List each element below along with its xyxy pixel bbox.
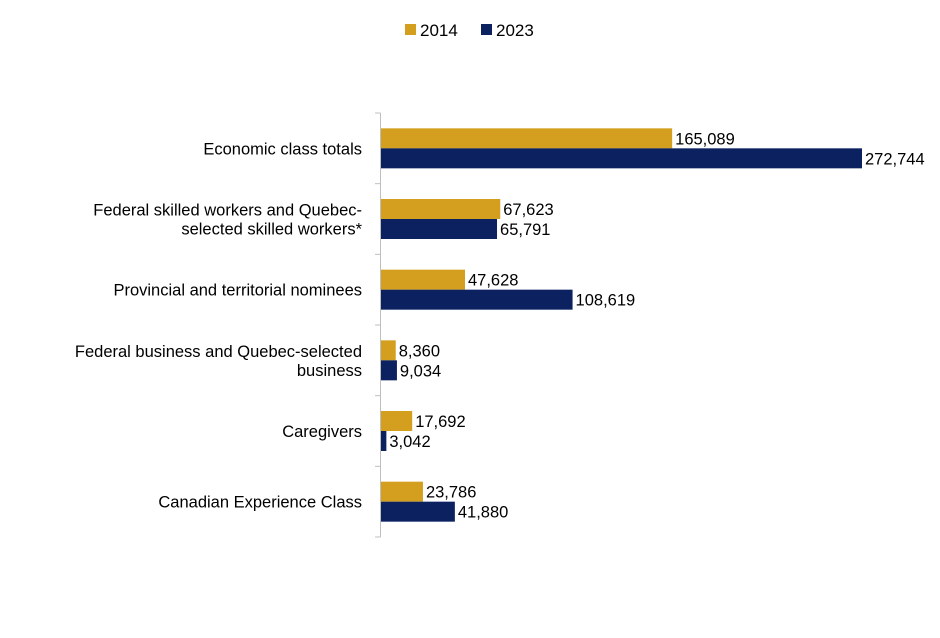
value-label-2023: 3,042 [389,433,430,451]
bar-2014 [381,199,501,219]
bar-2023 [381,501,455,522]
bar-2023 [381,360,397,381]
bar-2014 [381,481,423,502]
bar-2014 [381,340,396,361]
bar-2014 [381,411,413,431]
value-label-2014: 47,628 [468,272,518,290]
category-label: Canadian Experience Class [158,494,362,512]
legend-label-2014: 2014 [420,21,458,40]
legend-swatch-2023 [481,24,492,35]
category-label: Provincial and territorial nominees [113,282,362,300]
category-labels: Economic class totals Federal skilled wor… [75,140,363,511]
category-axis [375,112,381,538]
value-label-2014: 165,089 [675,130,735,148]
value-label-2023: 272,744 [865,150,925,168]
bars [381,128,862,522]
category-label: selected skilled workers* [181,221,362,239]
category-label: Economic class totals [203,140,362,158]
value-label-2014: 8,360 [399,342,440,360]
bar-2023 [381,148,862,169]
value-label-2023: 108,619 [576,292,636,310]
legend-label-2023: 2023 [496,21,534,40]
category-label: Caregivers [282,423,362,441]
value-label-2014: 23,786 [426,484,476,502]
bar-2023 [381,289,573,310]
value-label-2014: 17,692 [415,413,465,431]
value-label-2023: 65,791 [500,221,550,239]
category-label: Federal skilled workers and Quebec- [93,202,362,220]
bar-2023 [381,219,498,239]
bar-2014 [381,128,673,149]
value-label-2023: 9,034 [400,362,441,380]
value-labels: 165,089 272,744 67,623 65,791 47,628 108,619 8… [389,130,924,521]
category-label: business [297,362,362,380]
category-label: Federal business and Quebec-selected [75,343,362,361]
value-label-2014: 67,623 [503,201,553,219]
value-label-2023: 41,880 [458,504,508,522]
legend: 2014 2023 [405,21,534,40]
legend-swatch-2014 [405,24,416,35]
bar-2023 [381,431,387,451]
bar-2014 [381,269,465,290]
